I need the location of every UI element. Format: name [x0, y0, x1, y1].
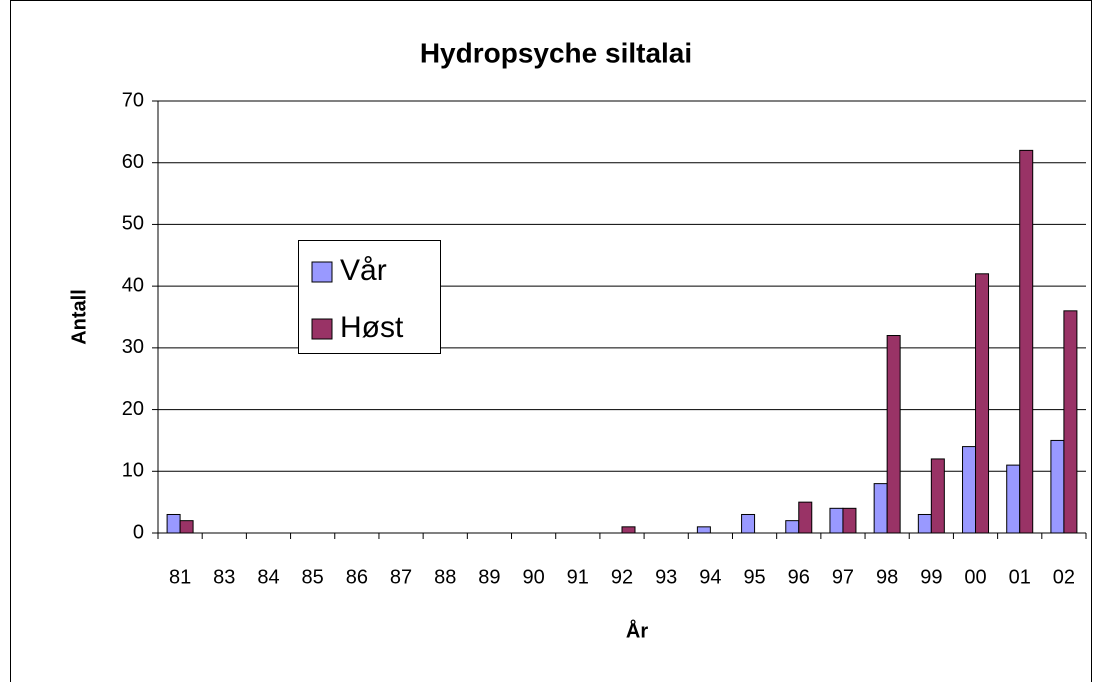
x-tick-label: 94	[699, 566, 721, 588]
bar	[1063, 310, 1078, 534]
x-tick-label: 85	[302, 566, 324, 588]
bar	[930, 458, 945, 534]
x-tick-label: 92	[611, 566, 633, 588]
bar	[166, 513, 181, 534]
x-tick-label: 81	[169, 566, 191, 588]
x-tick-label: 00	[964, 566, 986, 588]
x-tick-label: 02	[1053, 566, 1075, 588]
y-tick-label: 40	[122, 274, 144, 296]
x-tick-label: 88	[434, 566, 456, 588]
bar	[962, 446, 977, 534]
x-axis-label: År	[626, 618, 648, 642]
bar	[842, 507, 857, 534]
bar	[886, 335, 901, 534]
x-tick-label: 97	[832, 566, 854, 588]
bar	[1006, 464, 1021, 534]
bar	[785, 520, 800, 534]
bar	[179, 520, 194, 534]
x-tick-label: 01	[1009, 566, 1031, 588]
x-tick-label: 89	[478, 566, 500, 588]
x-tick-label: 86	[346, 566, 368, 588]
y-tick-label: 20	[122, 398, 144, 420]
y-axis-label: Antall	[68, 289, 90, 345]
bar	[696, 526, 711, 534]
x-tick-label: 91	[567, 566, 589, 588]
legend-swatch	[311, 261, 333, 283]
x-tick-label: 96	[788, 566, 810, 588]
y-tick-label: 0	[133, 521, 144, 543]
legend-label: Vår	[340, 254, 387, 287]
chart-title: Hydropsyche siltalai	[420, 37, 692, 68]
bar	[1019, 149, 1034, 534]
legend-swatch	[311, 318, 333, 340]
bar	[917, 513, 932, 534]
x-tick-label: 98	[876, 566, 898, 588]
x-tick-label: 83	[213, 566, 235, 588]
y-tick-label: 50	[122, 213, 144, 235]
x-tick-label: 99	[920, 566, 942, 588]
legend-label: Høst	[340, 311, 404, 344]
bar	[621, 526, 636, 534]
bar	[741, 513, 756, 534]
y-tick-label: 70	[122, 89, 144, 111]
x-tick-label: 84	[257, 566, 279, 588]
y-tick-label: 30	[122, 336, 144, 358]
bar	[975, 273, 990, 534]
bar	[1050, 439, 1065, 534]
x-tick-label: 95	[743, 566, 765, 588]
chart-frame	[10, 0, 1092, 682]
x-tick-label: 87	[390, 566, 412, 588]
bar	[873, 483, 888, 534]
x-tick-label: 90	[522, 566, 544, 588]
bar	[798, 501, 813, 534]
y-tick-label: 60	[122, 151, 144, 173]
bar	[829, 507, 844, 534]
x-tick-label: 93	[655, 566, 677, 588]
y-tick-label: 10	[122, 460, 144, 482]
